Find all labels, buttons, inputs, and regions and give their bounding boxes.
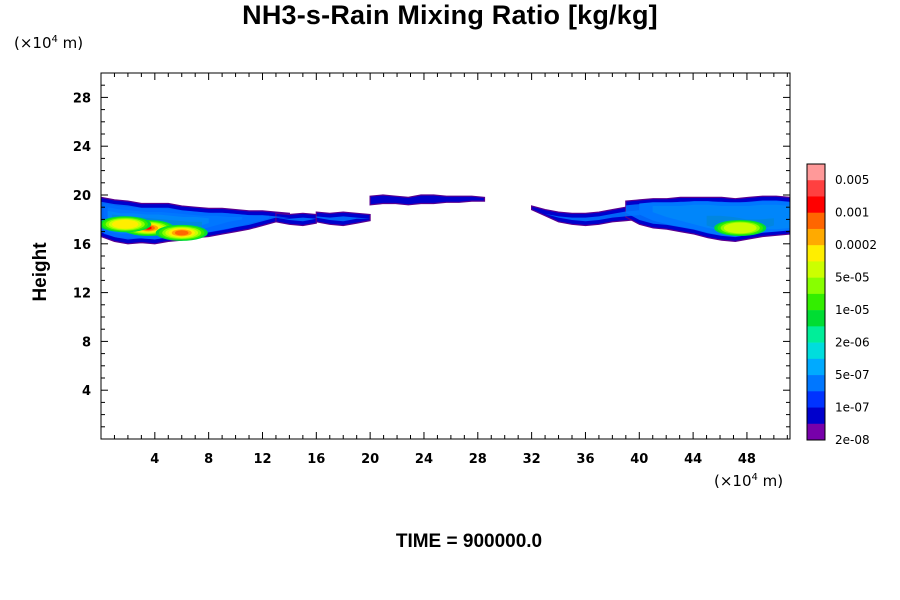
x-tick-label: 44 <box>684 452 702 467</box>
colorbar-swatch <box>807 423 825 441</box>
y-tick-label: 16 <box>73 238 91 253</box>
contour-band <box>275 217 317 222</box>
colorbar-label: 0.0002 <box>835 238 877 252</box>
x-axis-unit: (×104 m) <box>714 472 784 490</box>
colorbar-label: 0.001 <box>835 206 869 220</box>
colorbar-swatch <box>807 277 825 295</box>
contour-region <box>369 194 486 206</box>
x-tick-label: 36 <box>576 452 594 467</box>
x-tick-label: 48 <box>738 452 756 467</box>
x-tick-label: 20 <box>361 452 379 467</box>
colorbar-swatch <box>807 196 825 214</box>
colorbar-swatch <box>807 212 825 230</box>
y-tick-label: 12 <box>73 287 91 302</box>
chart-title: NH3-s-Rain Mixing Ratio [kg/kg] <box>242 0 658 30</box>
colorbar-frame <box>806 163 826 441</box>
x-tick-label: 28 <box>469 452 487 467</box>
contour-field <box>101 194 790 245</box>
x-tick-label: 8 <box>204 452 213 467</box>
y-tick-label: 8 <box>82 335 91 350</box>
time-label: TIME = 900000.0 <box>395 531 543 552</box>
colorbar-swatch <box>807 342 825 360</box>
y-tick-label: 28 <box>73 91 91 106</box>
colorbar-label: 1e-05 <box>835 303 870 317</box>
colorbar-swatch <box>807 293 825 311</box>
y-axis: 4 8 12 16 20 24 28 <box>73 84 790 428</box>
x-tick-label: 4 <box>150 452 159 467</box>
x-tick-label: 16 <box>307 452 325 467</box>
colorbar-swatch <box>807 375 825 392</box>
y-tick-label: 20 <box>73 189 91 204</box>
y-tick-label: 24 <box>73 140 91 155</box>
colorbar-swatch <box>807 391 825 408</box>
colorbar-swatch <box>807 407 825 425</box>
colorbar-label: 2e-06 <box>835 336 870 350</box>
contour-peak <box>723 222 757 234</box>
y-axis-unit: (×104 m) <box>14 34 84 52</box>
x-tick-label: 12 <box>253 452 271 467</box>
contour-band <box>316 216 371 222</box>
colorbar-swatch <box>807 180 825 197</box>
x-tick-label: 40 <box>630 452 648 467</box>
colorbar-label: 5e-05 <box>835 271 870 285</box>
x-tick-label: 32 <box>523 452 541 467</box>
colorbar-label: 2e-08 <box>835 433 870 447</box>
colorbar-swatch <box>807 358 825 376</box>
y-tick-label: 4 <box>82 384 91 399</box>
colorbar-swatch <box>807 310 825 327</box>
colorbar-swatch <box>807 164 825 181</box>
contour-peak <box>174 230 189 236</box>
x-tick-label: 24 <box>415 452 433 467</box>
colorbar-swatch <box>807 326 825 343</box>
colorbar-swatch <box>807 261 825 278</box>
colorbar: 0.005 0.001 0.0002 5e-05 1e-05 2e-06 5e-07 1e-0… <box>806 163 877 447</box>
colorbar-swatch <box>807 228 825 246</box>
colorbar-label: 0.005 <box>835 173 869 187</box>
colorbar-label: 5e-07 <box>835 368 870 382</box>
colorbar-label: 1e-07 <box>835 401 870 415</box>
colorbar-swatch <box>807 245 825 262</box>
plot-frame <box>100 72 791 440</box>
contour-peak <box>112 219 139 229</box>
contour-band <box>625 200 790 238</box>
x-axis: 4 8 12 16 20 24 28 32 36 40 44 48 <box>113 73 788 467</box>
